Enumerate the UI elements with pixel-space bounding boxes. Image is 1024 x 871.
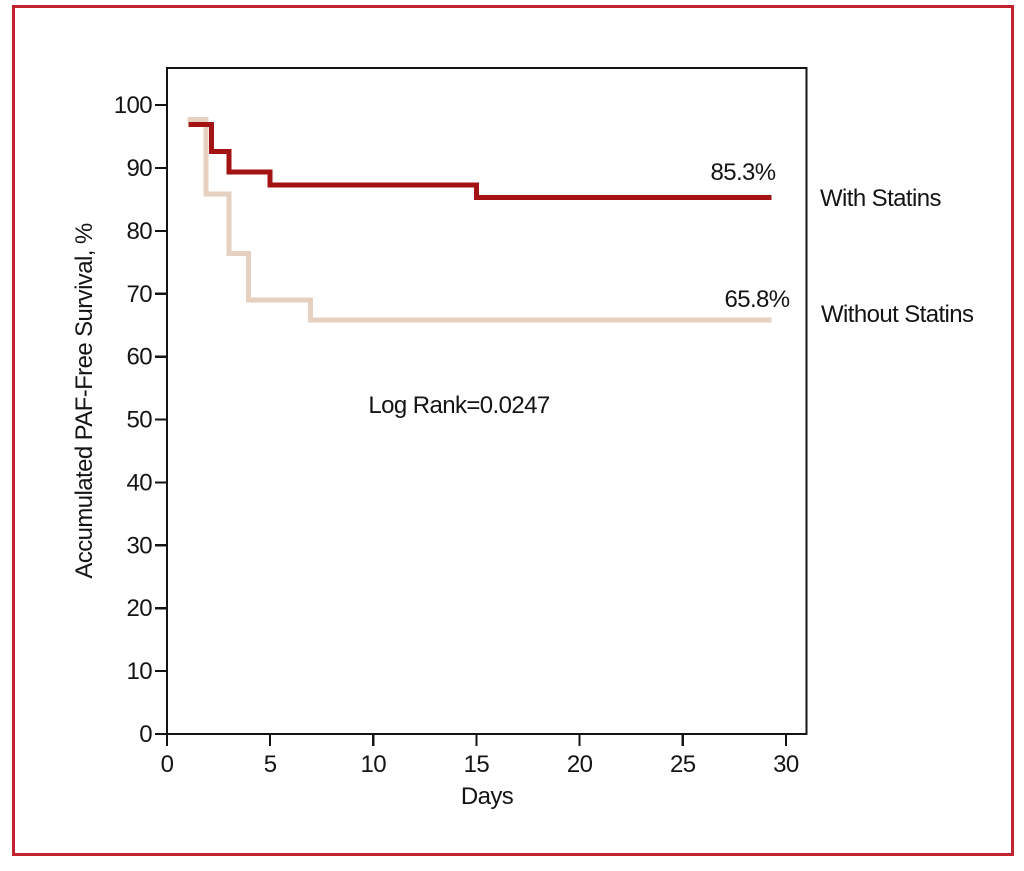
with-statins-series-label: With Statins bbox=[820, 185, 941, 212]
y-axis-tick-label: 40 bbox=[127, 469, 153, 496]
y-axis-tick-label: 90 bbox=[127, 155, 153, 182]
x-axis-tick-label: 5 bbox=[264, 751, 277, 778]
x-axis-tick-label: 25 bbox=[670, 751, 696, 778]
survival-curve-without-statins bbox=[187, 117, 772, 323]
y-axis-tick-label: 20 bbox=[127, 595, 153, 622]
curves-layer bbox=[187, 117, 772, 323]
without-statins-series-label: Without Statins bbox=[821, 301, 974, 328]
y-axis-tick-label: 80 bbox=[127, 218, 153, 245]
x-axis-tick-label: 15 bbox=[464, 751, 490, 778]
y-axis-tick-label: 100 bbox=[114, 92, 152, 119]
x-axis-tick-label: 0 bbox=[161, 751, 174, 778]
x-axis-title: Days bbox=[461, 783, 514, 810]
x-axis-tick-label: 20 bbox=[567, 751, 593, 778]
x-axis-tick-label: 30 bbox=[773, 751, 799, 778]
y-axis-tick-label: 60 bbox=[127, 344, 153, 371]
figure-border bbox=[12, 5, 1014, 856]
survival-curve-with-statins bbox=[188, 122, 772, 201]
y-axis-tick-label: 30 bbox=[127, 532, 153, 559]
axes-layer: 0 5 10 15 20 25 30 0 10 20 30 40 50 60 70 80 90 100 bbox=[114, 66, 808, 778]
x-axis-tick-label: 10 bbox=[361, 751, 387, 778]
with-statins-final-pct-label: 85.3% bbox=[710, 159, 775, 186]
plot-border bbox=[165, 66, 808, 736]
log-rank-annotation: Log Rank=0.0247 bbox=[368, 392, 549, 419]
without-statins-final-pct-label: 65.8% bbox=[724, 286, 789, 313]
y-axis-tick-label: 50 bbox=[127, 407, 153, 434]
y-axis-tick-label: 0 bbox=[139, 721, 152, 748]
y-axis-tick-label: 10 bbox=[127, 658, 153, 685]
y-axis-title: Accumulated PAF-Free Survival, % bbox=[71, 223, 98, 578]
y-axis-tick-label: 70 bbox=[127, 281, 153, 308]
